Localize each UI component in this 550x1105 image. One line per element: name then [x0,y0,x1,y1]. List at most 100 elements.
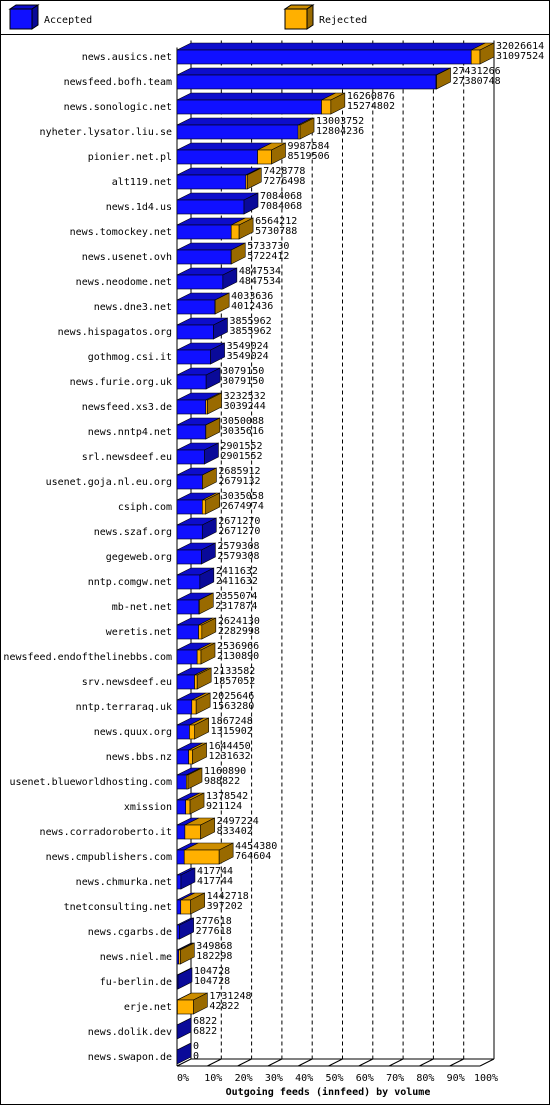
bar-front [176,799,187,815]
bar-side [271,142,286,165]
bar-front [176,674,195,690]
bar [176,367,221,390]
category-label: news.dne3.net [94,302,172,313]
category-label: weretis.net [106,627,172,638]
offered-label: 417744 [197,866,233,877]
offered-label: 4847534 [239,266,281,277]
category-label: nyheter.lysator.liu.se [40,127,172,138]
category-label: news.furie.org.uk [70,377,172,388]
bar [176,442,219,465]
category-label: usenet.blueworldhosting.com [9,777,172,788]
bar-side [218,842,234,865]
category-label: news.szaf.org [94,527,172,538]
accepted-label: 104728 [194,976,230,987]
bar-segment [470,42,495,65]
category-label: tnetconsulting.net [64,902,172,913]
bar-side [330,92,346,115]
accepted-label: 2317874 [215,601,257,612]
legend-item: Rejected [283,4,367,30]
category-label: srl.newsdeef.eu [82,452,172,463]
offered-label: 6564212 [255,216,297,227]
legend-swatch-side [306,4,314,30]
bar-side [214,292,230,315]
bar [176,492,221,515]
offered-label: 3050088 [222,416,264,427]
category-label: pionier.net.pl [88,152,172,163]
bar-top [176,92,336,101]
category-label: csiph.com [118,502,172,513]
bar-front [176,399,207,415]
bar-segment [245,167,262,190]
offered-label: 2671270 [218,516,260,527]
accepted-label: 1563280 [212,701,254,712]
category-label: srv.newsdeef.eu [82,677,172,688]
bar-front [176,899,182,915]
bar-side [192,742,207,765]
bar-front [230,224,240,240]
bar-segment [230,242,246,265]
x-tick-label: 20% [235,1073,253,1084]
offered-label: 2624130 [218,616,260,627]
offered-label: 2685912 [218,466,260,477]
bar-side [196,667,212,690]
offered-label: 27431266 [453,66,501,77]
bar-side [187,767,203,790]
bar-front [176,699,193,715]
bar-segment [176,92,336,115]
bar [176,592,214,615]
bar-side [436,67,451,90]
bar-segment [176,567,215,590]
bar-front [176,924,180,940]
category-label: news.chmurka.net [76,877,172,888]
bar-side [213,317,228,340]
bar-side [207,392,222,415]
offered-label: 3035058 [222,491,264,502]
bar-segment [176,917,194,940]
offered-label: 277618 [196,916,232,927]
bar-segment [176,867,196,890]
offered-label: 6822 [193,1016,217,1027]
tick-mark [479,1058,495,1067]
bar-front [176,49,472,65]
bar-segment [176,342,225,365]
accepted-label: 397202 [207,901,243,912]
bar [176,317,228,340]
bar-segment [189,717,209,740]
category-label: news.swapon.de [88,1052,172,1063]
bar-top [176,67,451,76]
accepted-label: 8519506 [287,151,329,162]
accepted-label: 3035616 [222,426,264,437]
bar-front [176,199,245,215]
bar-front [176,874,182,890]
accepted-label: 3855962 [229,326,271,337]
x-tick-label: 30% [265,1073,283,1084]
category-label: news.nntp4.net [88,427,172,438]
bar-side [199,567,215,590]
bar-segment [191,692,211,715]
bar [176,892,205,915]
bar [176,417,221,440]
bar-segment [198,617,217,640]
bar [176,867,196,890]
bar-side [246,167,262,190]
bar-side [243,192,259,215]
bar-side [202,467,217,490]
category-label: nntp.terraraq.uk [76,702,172,713]
bar-segment [185,792,205,815]
offered-label: 2025646 [212,691,254,702]
accepted-label: 2411632 [216,576,258,587]
bar [176,692,211,715]
bar [176,642,216,665]
bar-side [204,442,219,465]
bar-segment [198,592,214,615]
category-label: mb-net.net [112,602,172,613]
bar-segment [176,117,313,140]
x-axis-title: Outgoing feeds (innfeed) by volume [226,1086,431,1098]
bar-front [176,474,203,490]
offered-label: 13003752 [316,116,364,127]
accepted-label: 1857052 [213,676,255,687]
bar [176,217,254,240]
bar [176,542,216,565]
bar-segment [180,892,205,915]
bar-segment [176,267,238,290]
